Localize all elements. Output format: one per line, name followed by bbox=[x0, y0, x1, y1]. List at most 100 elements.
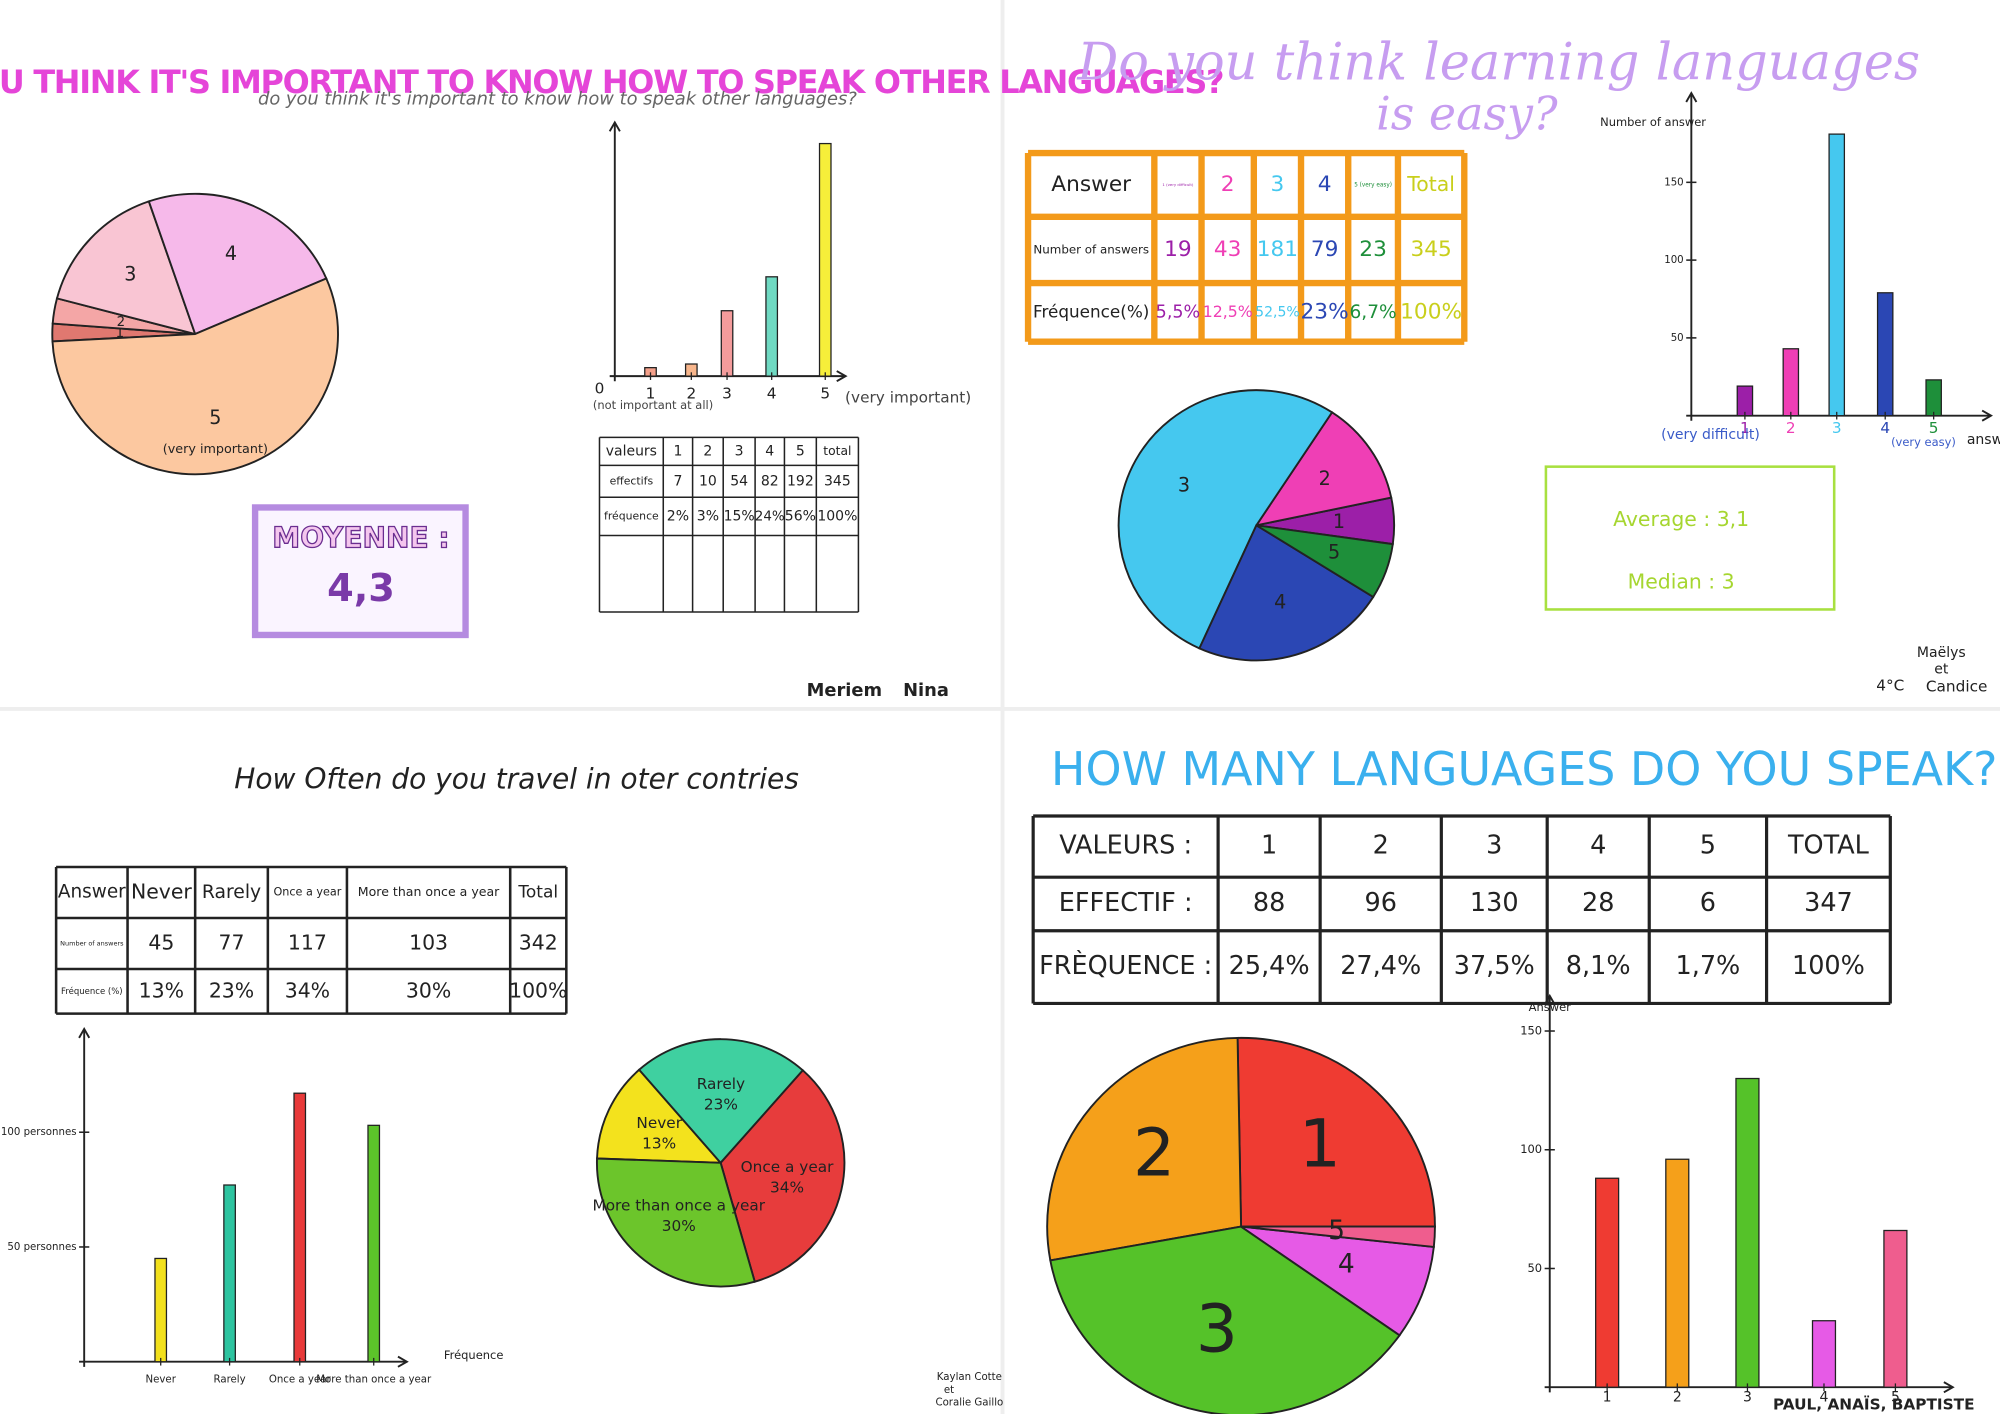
pie-label: 1 bbox=[1299, 1105, 1341, 1183]
axis-annotation: (very easy) bbox=[1891, 435, 1956, 449]
pie-annotation: (very important) bbox=[163, 442, 268, 457]
pie-label: More than once a year bbox=[592, 1197, 765, 1215]
table-cell: TOTAL bbox=[1787, 831, 1870, 861]
table-cell: valeurs bbox=[606, 443, 657, 459]
y-tick-label: 50 personnes bbox=[7, 1242, 76, 1253]
pie-slice bbox=[1240, 1225, 1436, 1249]
y-tick-label: 150 bbox=[1520, 1024, 1542, 1038]
pie-value-label: 34% bbox=[770, 1179, 804, 1197]
table-cell: 25,4% bbox=[1229, 951, 1310, 981]
bar bbox=[1735, 1077, 1760, 1388]
pie-label: 5 bbox=[1328, 1215, 1345, 1246]
pie-value-label: 13% bbox=[642, 1134, 676, 1152]
table-cell: 34% bbox=[285, 978, 330, 1002]
pie-label: 2 bbox=[1133, 1113, 1175, 1191]
bar bbox=[765, 276, 779, 377]
table-cell: 1 (very difficult) bbox=[1162, 182, 1193, 187]
x-tick-label: 4 bbox=[1880, 419, 1890, 437]
table-cell: Total bbox=[517, 883, 558, 903]
author-name: PAUL, ANAÏS, BAPTISTE bbox=[1773, 1395, 1975, 1414]
table-cell: 100% bbox=[817, 508, 857, 524]
table-cell: 2% bbox=[667, 508, 689, 524]
table-cell: 10 bbox=[699, 473, 717, 489]
pie-label: 2 bbox=[117, 315, 126, 330]
pie-label: 3 bbox=[124, 262, 136, 285]
pie-label: 3 bbox=[1196, 1290, 1238, 1368]
pie-slice bbox=[1255, 524, 1394, 599]
poster-title: Do you think learning languages bbox=[1076, 33, 1920, 92]
x-tick-label: Rarely bbox=[213, 1375, 245, 1386]
table-cell: Total bbox=[1406, 172, 1455, 196]
pie-slice bbox=[1198, 523, 1375, 662]
pie-value-label: 30% bbox=[662, 1217, 696, 1235]
table-cell: 23% bbox=[1301, 299, 1349, 324]
bar bbox=[293, 1092, 307, 1363]
bar bbox=[1883, 1229, 1908, 1388]
bar bbox=[1736, 385, 1754, 417]
x-tick-label: Never bbox=[146, 1375, 177, 1386]
pie-slice bbox=[1049, 1225, 1401, 1414]
y-tick-label: 100 bbox=[1664, 255, 1683, 266]
author-name: Candice bbox=[1926, 678, 1988, 696]
y-tick-label: 50 bbox=[1527, 1261, 1542, 1275]
y-tick-label: 150 bbox=[1664, 177, 1683, 188]
table-cell: 54 bbox=[730, 473, 748, 489]
pie-slice bbox=[1117, 389, 1334, 650]
table-cell: 24% bbox=[755, 509, 785, 524]
x-tick-label: 3 bbox=[722, 384, 732, 402]
bar bbox=[1828, 133, 1846, 417]
table-cell: total bbox=[823, 444, 851, 458]
table-cell: 130 bbox=[1470, 888, 1519, 918]
pie-label: 3 bbox=[1178, 474, 1190, 497]
y-tick-label: 50 bbox=[1671, 333, 1684, 344]
pie-label: 4 bbox=[225, 242, 237, 265]
x-tick-label: 3 bbox=[1832, 419, 1842, 437]
author-name: et bbox=[944, 1385, 954, 1396]
table-cell: 1,7% bbox=[1676, 951, 1741, 981]
table-cell: 15% bbox=[724, 508, 755, 524]
x-tick-label: 2 bbox=[686, 384, 696, 402]
axis-arrow bbox=[397, 1355, 409, 1368]
pie-slice bbox=[51, 277, 339, 476]
table-cell: 13% bbox=[139, 978, 184, 1002]
table-cell: 6 bbox=[1700, 888, 1716, 918]
x-tick-label: 1 bbox=[1603, 1389, 1612, 1405]
bar bbox=[1925, 379, 1942, 417]
table-cell: VALEURS : bbox=[1059, 831, 1192, 861]
table-cell: 345 bbox=[1410, 237, 1451, 262]
y-tick-label: 100 bbox=[1520, 1142, 1542, 1156]
pie-label: 4 bbox=[1338, 1249, 1355, 1280]
summary-text: Average : 3,1 bbox=[1613, 507, 1749, 531]
origin-label: 0 bbox=[595, 379, 605, 397]
author-name: Coralie Gaillo bbox=[935, 1398, 1003, 1409]
table-cell: 342 bbox=[519, 931, 558, 955]
table-cell: Number of answers bbox=[60, 940, 124, 948]
pie-label: Once a year bbox=[741, 1158, 835, 1176]
bar bbox=[1665, 1158, 1690, 1388]
x-tick-label: More than once a year bbox=[316, 1375, 432, 1386]
axis-arrow bbox=[1943, 1381, 1955, 1394]
axis-arrow bbox=[1981, 409, 1993, 422]
x-tick-label: 2 bbox=[1786, 419, 1796, 437]
pie-slice bbox=[1046, 1036, 1243, 1262]
table-cell: Never bbox=[131, 880, 192, 904]
table-cell: Once a year bbox=[273, 886, 341, 899]
summary-text: MOYENNE : bbox=[272, 521, 449, 554]
bar bbox=[367, 1124, 381, 1363]
table-cell: Fréquence(%) bbox=[1033, 301, 1149, 321]
axis-arrow bbox=[836, 370, 848, 383]
bar bbox=[223, 1184, 236, 1363]
author-name: Meriem bbox=[807, 680, 882, 701]
table-cell: Fréquence (%) bbox=[61, 986, 123, 997]
author-name: Nina bbox=[903, 680, 949, 701]
bar bbox=[1811, 1320, 1837, 1388]
x-tick-label: 1 bbox=[1740, 419, 1750, 437]
x-axis-label: answer bbox=[1967, 432, 2000, 448]
table-cell: 23% bbox=[209, 978, 254, 1002]
table-cell: 19 bbox=[1164, 237, 1192, 262]
pie-label: 1 bbox=[116, 326, 125, 341]
x-tick-label: Once a year bbox=[269, 1375, 332, 1386]
table-cell: 100% bbox=[509, 978, 567, 1002]
table-cell: 88 bbox=[1253, 888, 1285, 918]
